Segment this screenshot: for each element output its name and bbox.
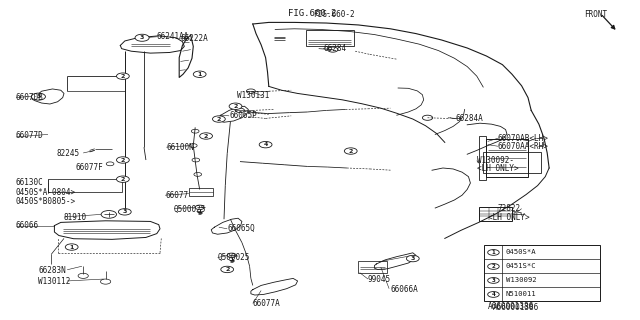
Text: W130092: W130092 bbox=[506, 277, 536, 284]
Text: Q500025: Q500025 bbox=[218, 253, 250, 262]
Text: FRONT: FRONT bbox=[584, 10, 607, 19]
Text: 66241AA: 66241AA bbox=[157, 32, 189, 41]
Text: 3: 3 bbox=[492, 278, 495, 283]
Circle shape bbox=[488, 250, 499, 255]
Text: 1: 1 bbox=[70, 244, 74, 250]
Text: 66070B: 66070B bbox=[16, 93, 44, 102]
Text: 2: 2 bbox=[217, 116, 221, 122]
Text: 2: 2 bbox=[121, 177, 125, 182]
Text: 66077A: 66077A bbox=[253, 299, 280, 308]
Text: W130112: W130112 bbox=[38, 277, 71, 286]
Text: 66077F: 66077F bbox=[76, 163, 103, 172]
Text: 2: 2 bbox=[121, 157, 125, 163]
Text: 2: 2 bbox=[204, 133, 208, 139]
Text: 2: 2 bbox=[225, 267, 229, 272]
Circle shape bbox=[406, 255, 419, 262]
Circle shape bbox=[488, 264, 499, 269]
Text: Q500025: Q500025 bbox=[174, 205, 207, 214]
Text: 0451S*C: 0451S*C bbox=[506, 263, 536, 269]
Text: 66100N: 66100N bbox=[166, 143, 194, 152]
Text: 66070AB<LH>: 66070AB<LH> bbox=[498, 134, 548, 143]
Text: 3: 3 bbox=[140, 35, 144, 40]
Text: <LH ONLY>: <LH ONLY> bbox=[477, 164, 518, 173]
Circle shape bbox=[229, 103, 242, 109]
Text: A660001386: A660001386 bbox=[488, 302, 534, 311]
Text: 66222A: 66222A bbox=[180, 34, 208, 43]
Text: 2: 2 bbox=[234, 104, 237, 109]
Circle shape bbox=[488, 292, 499, 297]
Text: 3: 3 bbox=[36, 94, 40, 99]
Text: 66284A: 66284A bbox=[456, 114, 483, 123]
Text: 72822: 72822 bbox=[498, 204, 521, 213]
Circle shape bbox=[193, 71, 206, 77]
Text: 66065P: 66065P bbox=[229, 111, 257, 120]
Circle shape bbox=[135, 34, 149, 41]
Text: 66066: 66066 bbox=[16, 221, 39, 230]
Text: 66283N: 66283N bbox=[38, 266, 66, 275]
Text: FIG.660-2: FIG.660-2 bbox=[288, 9, 337, 18]
Text: 66066A: 66066A bbox=[390, 285, 418, 294]
Bar bbox=[306, 30, 354, 46]
Text: 1: 1 bbox=[492, 250, 495, 255]
Circle shape bbox=[65, 244, 78, 250]
Text: 4: 4 bbox=[492, 292, 495, 297]
Text: N510011: N510011 bbox=[506, 292, 536, 298]
Text: 4: 4 bbox=[264, 142, 268, 147]
Bar bbox=[189, 188, 213, 196]
Text: 2: 2 bbox=[349, 148, 353, 154]
Text: 99045: 99045 bbox=[368, 276, 391, 284]
Circle shape bbox=[200, 133, 212, 139]
Text: 66077D: 66077D bbox=[16, 132, 44, 140]
Text: 2: 2 bbox=[492, 264, 495, 269]
Text: FIG.660-2: FIG.660-2 bbox=[314, 10, 355, 19]
Circle shape bbox=[116, 73, 129, 79]
Text: 66077: 66077 bbox=[165, 191, 188, 200]
Circle shape bbox=[31, 93, 45, 100]
Text: 1: 1 bbox=[198, 72, 202, 77]
Circle shape bbox=[118, 209, 131, 215]
Circle shape bbox=[259, 141, 272, 148]
Circle shape bbox=[221, 266, 234, 273]
Text: 66130C: 66130C bbox=[16, 178, 44, 187]
Text: 0450S*A: 0450S*A bbox=[506, 250, 536, 255]
Bar bbox=[48, 179, 122, 192]
Circle shape bbox=[116, 176, 129, 182]
Text: 82245: 82245 bbox=[56, 149, 79, 158]
Bar bbox=[479, 207, 512, 221]
Circle shape bbox=[344, 148, 357, 154]
Text: 3: 3 bbox=[411, 256, 415, 261]
Text: W130092-: W130092- bbox=[477, 156, 514, 165]
Text: A660001386: A660001386 bbox=[493, 303, 539, 312]
Bar bbox=[484, 245, 600, 301]
Bar bbox=[486, 139, 528, 177]
Text: 81910: 81910 bbox=[64, 213, 87, 222]
Text: 66065Q: 66065Q bbox=[227, 224, 255, 233]
Text: 0450S*B0805->: 0450S*B0805-> bbox=[16, 197, 76, 206]
Text: W130131: W130131 bbox=[237, 92, 269, 100]
Circle shape bbox=[488, 277, 499, 283]
Circle shape bbox=[212, 116, 225, 122]
Bar bbox=[358, 261, 387, 273]
Text: 66070AA<RH>: 66070AA<RH> bbox=[498, 142, 548, 151]
Text: <LH ONLY>: <LH ONLY> bbox=[488, 213, 529, 222]
Text: 66284: 66284 bbox=[323, 44, 346, 53]
Text: 0450S*A-0804>: 0450S*A-0804> bbox=[16, 188, 76, 197]
Text: 3: 3 bbox=[123, 209, 127, 214]
Bar bbox=[483, 152, 541, 173]
Circle shape bbox=[116, 157, 129, 163]
Bar bbox=[479, 136, 486, 180]
Text: 2: 2 bbox=[121, 74, 125, 79]
